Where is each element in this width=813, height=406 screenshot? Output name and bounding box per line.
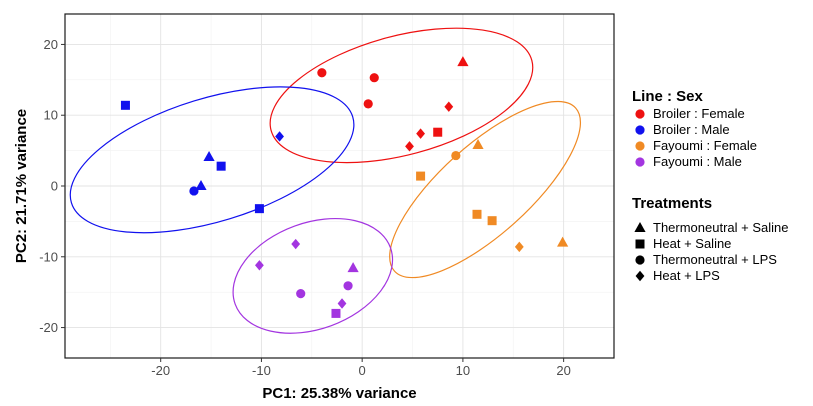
diamond-point bbox=[291, 238, 301, 250]
y-tick-label: 20 bbox=[44, 37, 58, 52]
y-tick-label: -10 bbox=[39, 249, 58, 264]
circle-point bbox=[296, 288, 306, 299]
circle-point bbox=[451, 150, 461, 161]
legend-color-swatch bbox=[635, 157, 645, 167]
legend-color-swatch bbox=[635, 141, 645, 151]
square-point bbox=[120, 100, 130, 110]
square-point bbox=[472, 209, 482, 219]
square-point bbox=[331, 308, 341, 318]
triangle-point bbox=[457, 56, 469, 67]
circle-point bbox=[317, 68, 327, 78]
legend-shape-label: Thermoneutral + LPS bbox=[653, 252, 777, 267]
legend-color-label: Fayoumi : Male bbox=[653, 154, 742, 169]
diamond-point bbox=[444, 101, 454, 112]
legend-color-swatch bbox=[635, 125, 645, 135]
legend-shape-swatch bbox=[635, 270, 645, 282]
data-points bbox=[120, 56, 569, 318]
diamond-point bbox=[416, 128, 425, 139]
triangle-point bbox=[472, 138, 484, 149]
diamond-point bbox=[337, 298, 347, 309]
legend-shape-swatch bbox=[635, 255, 645, 265]
circle-point bbox=[369, 73, 379, 83]
ellipse-group bbox=[232, 217, 394, 334]
square-point bbox=[433, 127, 443, 137]
legend-color-swatch bbox=[635, 109, 645, 119]
square-point bbox=[487, 216, 497, 226]
legend-shape-swatch bbox=[635, 239, 645, 249]
circle-point bbox=[363, 99, 373, 109]
triangle-point bbox=[557, 236, 569, 247]
x-tick-label: -20 bbox=[151, 363, 170, 378]
diamond-point bbox=[405, 141, 414, 152]
confidence-ellipse bbox=[269, 27, 534, 164]
x-axis-title: PC1: 25.38% variance bbox=[262, 385, 416, 402]
square-point bbox=[216, 161, 226, 171]
square-point bbox=[254, 204, 264, 214]
confidence-ellipse bbox=[69, 86, 355, 234]
y-axis-ticks: -20 -10 0 10 20 bbox=[39, 37, 65, 335]
legend-title-treatments: Treatments bbox=[632, 195, 712, 212]
legend-shape-swatch bbox=[634, 222, 646, 232]
legend-shape-label: Thermoneutral + Saline bbox=[653, 220, 789, 235]
y-tick-label: 10 bbox=[44, 108, 58, 123]
x-tick-label: -10 bbox=[252, 363, 271, 378]
legend-color-label: Fayoumi : Female bbox=[653, 138, 757, 153]
confidence-ellipse bbox=[232, 217, 394, 334]
y-tick-label: 0 bbox=[51, 179, 58, 194]
y-axis-title: PC2: 21.71% variance bbox=[13, 109, 30, 263]
circle-point bbox=[189, 186, 199, 196]
square-point bbox=[416, 171, 426, 181]
diamond-point bbox=[255, 260, 264, 271]
ellipse-group bbox=[69, 86, 355, 234]
legend-color-label: Broiler : Female bbox=[653, 106, 745, 121]
grid-lines bbox=[65, 14, 614, 358]
legend-title-line-sex: Line : Sex bbox=[632, 88, 704, 105]
triangle-point bbox=[203, 150, 215, 161]
diamond-point bbox=[275, 131, 284, 142]
triangle-point bbox=[347, 262, 359, 273]
legend-color-label: Broiler : Male bbox=[653, 122, 730, 137]
group-ellipses bbox=[69, 27, 582, 334]
legend-shape-label: Heat + Saline bbox=[653, 236, 731, 251]
ellipse-group bbox=[269, 27, 534, 164]
y-tick-label: -20 bbox=[39, 320, 58, 335]
diamond-point bbox=[514, 241, 524, 253]
triangle-point bbox=[195, 180, 207, 190]
x-tick-label: 20 bbox=[556, 363, 570, 378]
x-tick-label: 0 bbox=[359, 363, 366, 378]
legend-shape-label: Heat + LPS bbox=[653, 268, 720, 283]
circle-point bbox=[343, 281, 353, 291]
x-tick-label: 10 bbox=[456, 363, 470, 378]
x-axis-ticks: -20 -10 0 10 20 bbox=[151, 358, 571, 378]
